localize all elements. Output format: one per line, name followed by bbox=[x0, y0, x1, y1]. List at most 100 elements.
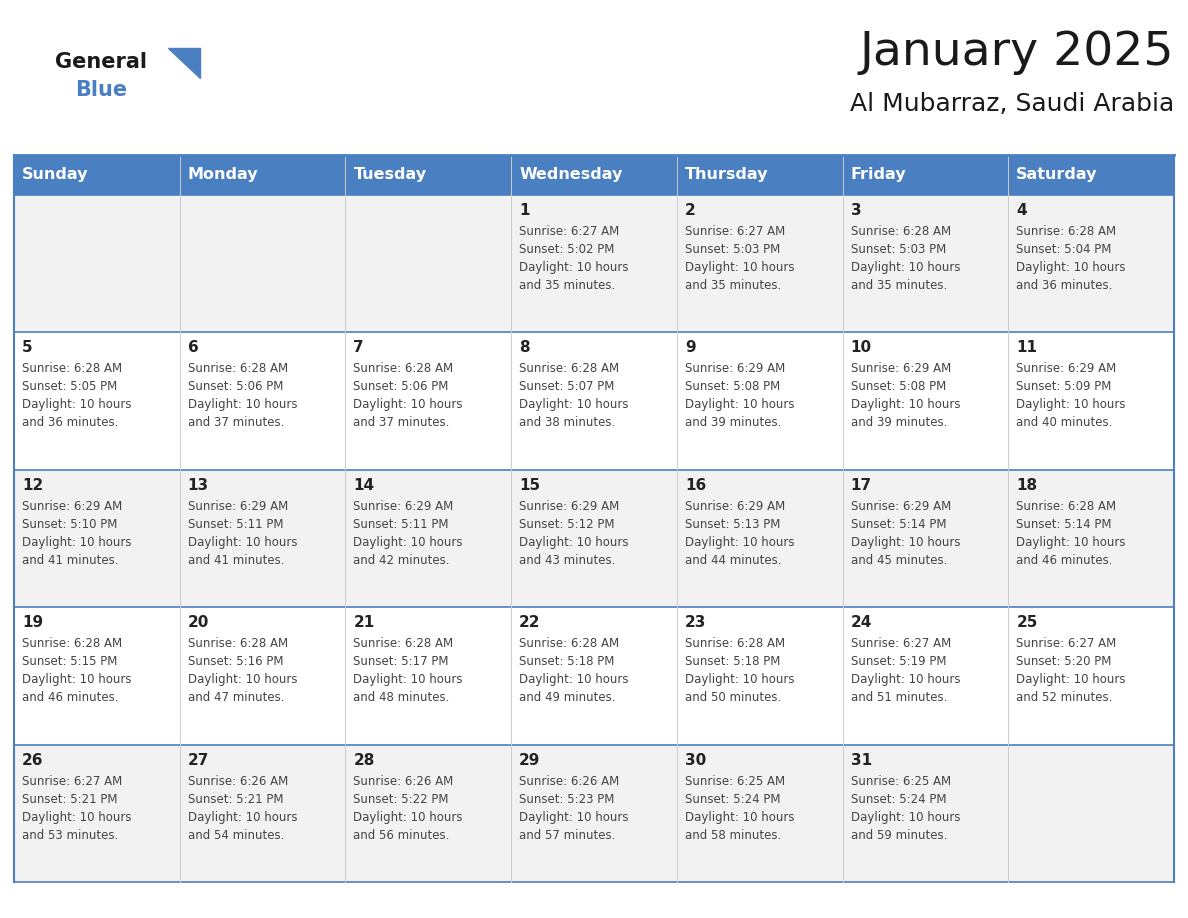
Text: Sunrise: 6:29 AM: Sunrise: 6:29 AM bbox=[684, 363, 785, 375]
Text: Monday: Monday bbox=[188, 167, 258, 183]
Bar bbox=[14, 195, 1174, 332]
Bar bbox=[14, 155, 179, 195]
Text: Daylight: 10 hours: Daylight: 10 hours bbox=[1016, 261, 1126, 274]
Text: 19: 19 bbox=[23, 615, 43, 630]
Text: Daylight: 10 hours: Daylight: 10 hours bbox=[851, 811, 960, 823]
Text: Sunrise: 6:29 AM: Sunrise: 6:29 AM bbox=[23, 499, 122, 513]
Text: Daylight: 10 hours: Daylight: 10 hours bbox=[188, 536, 297, 549]
Text: Sunrise: 6:26 AM: Sunrise: 6:26 AM bbox=[188, 775, 287, 788]
Text: Wednesday: Wednesday bbox=[519, 167, 623, 183]
Text: Sunset: 5:08 PM: Sunset: 5:08 PM bbox=[684, 380, 781, 394]
Text: and 46 minutes.: and 46 minutes. bbox=[1016, 554, 1113, 566]
Bar bbox=[179, 155, 346, 195]
Text: Sunset: 5:23 PM: Sunset: 5:23 PM bbox=[519, 792, 614, 806]
Text: Sunrise: 6:27 AM: Sunrise: 6:27 AM bbox=[519, 225, 619, 238]
Bar bbox=[14, 332, 1174, 470]
Text: and 35 minutes.: and 35 minutes. bbox=[851, 279, 947, 292]
Text: Sunset: 5:04 PM: Sunset: 5:04 PM bbox=[1016, 243, 1112, 256]
Text: Daylight: 10 hours: Daylight: 10 hours bbox=[519, 398, 628, 411]
Bar bbox=[14, 607, 1174, 744]
Text: Sunset: 5:14 PM: Sunset: 5:14 PM bbox=[851, 518, 946, 531]
Text: 17: 17 bbox=[851, 477, 872, 493]
Text: 20: 20 bbox=[188, 615, 209, 630]
Text: and 50 minutes.: and 50 minutes. bbox=[684, 691, 781, 704]
Text: 24: 24 bbox=[851, 615, 872, 630]
Text: Daylight: 10 hours: Daylight: 10 hours bbox=[23, 398, 132, 411]
Text: Sunrise: 6:27 AM: Sunrise: 6:27 AM bbox=[851, 637, 950, 650]
Text: Sunrise: 6:29 AM: Sunrise: 6:29 AM bbox=[519, 499, 619, 513]
Text: Sunset: 5:07 PM: Sunset: 5:07 PM bbox=[519, 380, 614, 394]
Text: and 54 minutes.: and 54 minutes. bbox=[188, 829, 284, 842]
Text: Daylight: 10 hours: Daylight: 10 hours bbox=[851, 261, 960, 274]
Text: 31: 31 bbox=[851, 753, 872, 767]
Text: Sunrise: 6:26 AM: Sunrise: 6:26 AM bbox=[353, 775, 454, 788]
Text: General: General bbox=[55, 52, 147, 72]
Text: and 56 minutes.: and 56 minutes. bbox=[353, 829, 450, 842]
Text: Daylight: 10 hours: Daylight: 10 hours bbox=[519, 811, 628, 823]
Text: Sunrise: 6:28 AM: Sunrise: 6:28 AM bbox=[353, 637, 454, 650]
Text: and 42 minutes.: and 42 minutes. bbox=[353, 554, 450, 566]
Text: Sunday: Sunday bbox=[23, 167, 88, 183]
Text: Sunrise: 6:29 AM: Sunrise: 6:29 AM bbox=[851, 499, 950, 513]
Text: 21: 21 bbox=[353, 615, 374, 630]
Text: Sunrise: 6:28 AM: Sunrise: 6:28 AM bbox=[684, 637, 785, 650]
Bar bbox=[677, 155, 842, 195]
Text: and 38 minutes.: and 38 minutes. bbox=[519, 417, 615, 430]
Text: Sunrise: 6:25 AM: Sunrise: 6:25 AM bbox=[851, 775, 950, 788]
Text: Sunset: 5:19 PM: Sunset: 5:19 PM bbox=[851, 655, 946, 668]
Text: 2: 2 bbox=[684, 203, 696, 218]
Text: Sunrise: 6:25 AM: Sunrise: 6:25 AM bbox=[684, 775, 785, 788]
Text: and 44 minutes.: and 44 minutes. bbox=[684, 554, 782, 566]
Text: Sunset: 5:17 PM: Sunset: 5:17 PM bbox=[353, 655, 449, 668]
Text: Daylight: 10 hours: Daylight: 10 hours bbox=[519, 261, 628, 274]
Text: 11: 11 bbox=[1016, 341, 1037, 355]
Text: Sunset: 5:18 PM: Sunset: 5:18 PM bbox=[684, 655, 781, 668]
Text: Sunrise: 6:27 AM: Sunrise: 6:27 AM bbox=[684, 225, 785, 238]
Text: 8: 8 bbox=[519, 341, 530, 355]
Text: 12: 12 bbox=[23, 477, 43, 493]
Text: and 36 minutes.: and 36 minutes. bbox=[1016, 279, 1113, 292]
Text: and 35 minutes.: and 35 minutes. bbox=[519, 279, 615, 292]
Text: Sunrise: 6:29 AM: Sunrise: 6:29 AM bbox=[353, 499, 454, 513]
Text: Sunset: 5:11 PM: Sunset: 5:11 PM bbox=[353, 518, 449, 531]
Text: and 43 minutes.: and 43 minutes. bbox=[519, 554, 615, 566]
Text: and 49 minutes.: and 49 minutes. bbox=[519, 691, 615, 704]
Bar bbox=[14, 470, 1174, 607]
Text: Sunset: 5:05 PM: Sunset: 5:05 PM bbox=[23, 380, 118, 394]
Text: Daylight: 10 hours: Daylight: 10 hours bbox=[519, 673, 628, 686]
Text: 18: 18 bbox=[1016, 477, 1037, 493]
Text: and 58 minutes.: and 58 minutes. bbox=[684, 829, 781, 842]
Polygon shape bbox=[168, 48, 200, 78]
Text: Sunset: 5:21 PM: Sunset: 5:21 PM bbox=[23, 792, 118, 806]
Text: Daylight: 10 hours: Daylight: 10 hours bbox=[684, 398, 795, 411]
Text: and 41 minutes.: and 41 minutes. bbox=[23, 554, 119, 566]
Text: Sunset: 5:24 PM: Sunset: 5:24 PM bbox=[684, 792, 781, 806]
Text: Daylight: 10 hours: Daylight: 10 hours bbox=[1016, 536, 1126, 549]
Text: 15: 15 bbox=[519, 477, 541, 493]
Text: and 39 minutes.: and 39 minutes. bbox=[851, 417, 947, 430]
Text: Sunrise: 6:28 AM: Sunrise: 6:28 AM bbox=[188, 637, 287, 650]
Text: and 37 minutes.: and 37 minutes. bbox=[353, 417, 450, 430]
Text: Sunrise: 6:29 AM: Sunrise: 6:29 AM bbox=[684, 499, 785, 513]
Text: and 40 minutes.: and 40 minutes. bbox=[1016, 417, 1113, 430]
Text: Sunset: 5:24 PM: Sunset: 5:24 PM bbox=[851, 792, 946, 806]
Text: Daylight: 10 hours: Daylight: 10 hours bbox=[23, 536, 132, 549]
Text: Daylight: 10 hours: Daylight: 10 hours bbox=[188, 811, 297, 823]
Text: 4: 4 bbox=[1016, 203, 1026, 218]
Text: Daylight: 10 hours: Daylight: 10 hours bbox=[519, 536, 628, 549]
Text: Sunrise: 6:28 AM: Sunrise: 6:28 AM bbox=[23, 637, 122, 650]
Text: 9: 9 bbox=[684, 341, 695, 355]
Text: and 39 minutes.: and 39 minutes. bbox=[684, 417, 782, 430]
Text: 29: 29 bbox=[519, 753, 541, 767]
Text: Sunrise: 6:28 AM: Sunrise: 6:28 AM bbox=[188, 363, 287, 375]
Text: Daylight: 10 hours: Daylight: 10 hours bbox=[851, 398, 960, 411]
Text: Sunrise: 6:28 AM: Sunrise: 6:28 AM bbox=[1016, 499, 1117, 513]
Text: Daylight: 10 hours: Daylight: 10 hours bbox=[851, 673, 960, 686]
Bar bbox=[1009, 155, 1174, 195]
Text: and 57 minutes.: and 57 minutes. bbox=[519, 829, 615, 842]
Text: Sunset: 5:06 PM: Sunset: 5:06 PM bbox=[188, 380, 283, 394]
Text: Blue: Blue bbox=[75, 80, 127, 100]
Text: 6: 6 bbox=[188, 341, 198, 355]
Text: Daylight: 10 hours: Daylight: 10 hours bbox=[23, 673, 132, 686]
Text: and 51 minutes.: and 51 minutes. bbox=[851, 691, 947, 704]
